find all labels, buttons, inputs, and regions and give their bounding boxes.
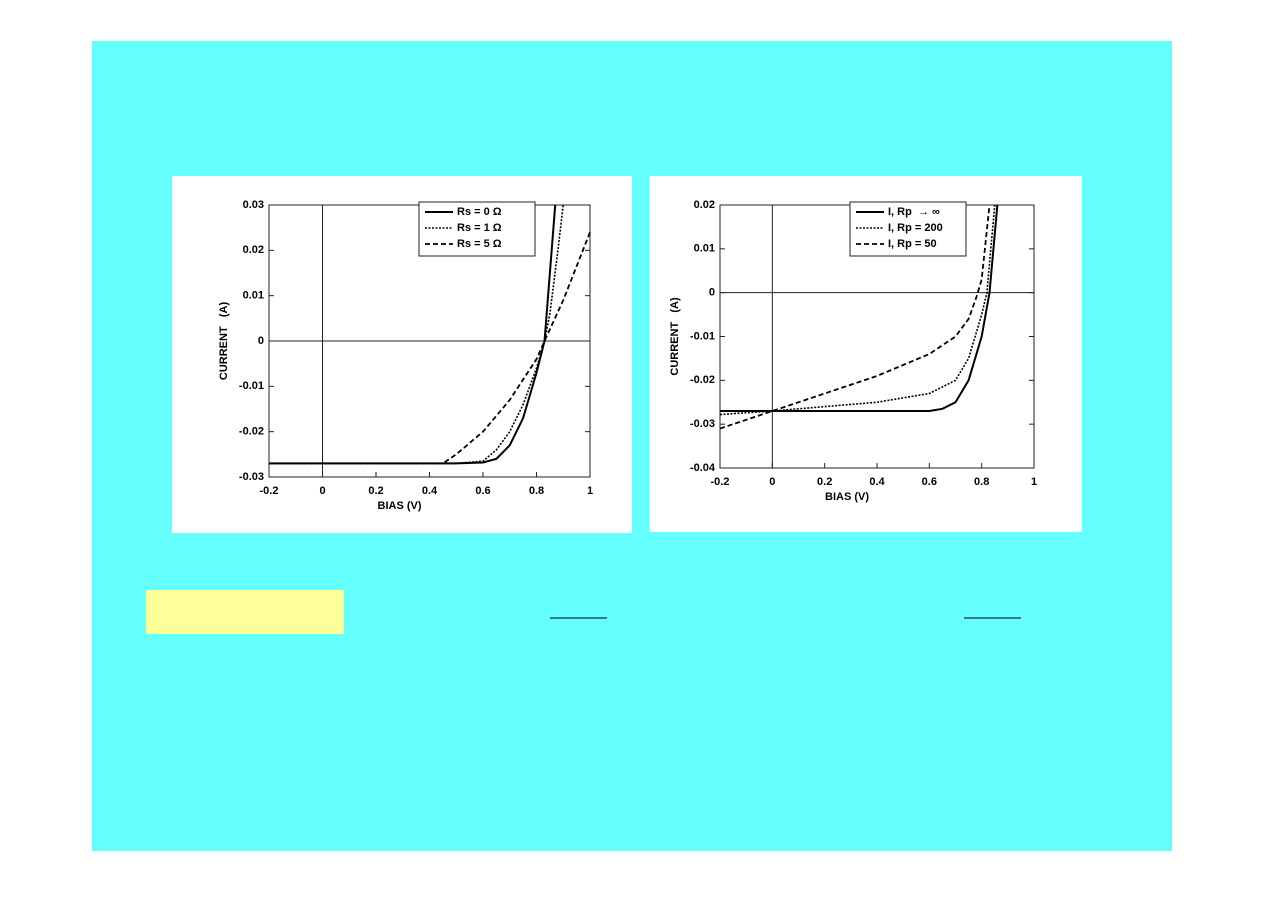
legend-label: Rs = 1 Ω: [457, 222, 502, 234]
highlight-box: [146, 590, 344, 634]
x-tick-label: 0.8: [529, 485, 544, 497]
x-tick-label: 0.2: [368, 485, 383, 497]
x-tick-label: 0.8: [974, 476, 989, 488]
y-tick-label: 0.02: [694, 199, 715, 211]
y-tick-label: -0.01: [239, 380, 264, 392]
x-tick-label: 0.6: [922, 476, 937, 488]
legend-label: I, Rp → ∞: [888, 206, 940, 218]
y-tick-label: -0.02: [690, 374, 715, 386]
y-tick-label: 0: [709, 287, 715, 299]
x-tick-label: -0.2: [711, 476, 730, 488]
x-tick-label: 1: [1031, 476, 1037, 488]
y-tick-label: 0.01: [694, 243, 715, 255]
data-line: [720, 204, 999, 413]
y-tick-label: -0.03: [239, 471, 264, 483]
y-axis-label: CURRENT (A): [218, 302, 230, 381]
x-tick-label: 0: [319, 485, 325, 497]
y-tick-label: 0.01: [243, 290, 264, 302]
x-tick-label: 0.6: [475, 485, 490, 497]
data-line: [719, 204, 991, 430]
y-tick-label: 0.02: [243, 244, 264, 256]
legend-label: Rs = 0 Ω: [457, 206, 502, 218]
y-axis-label: CURRENT (A): [669, 297, 681, 376]
x-tick-label: 1: [587, 485, 593, 497]
y-tick-label: 0: [258, 335, 264, 347]
data-line: [269, 231, 591, 465]
chart-panel: [172, 176, 632, 533]
x-tick-label: 0: [769, 476, 775, 488]
y-tick-label: -0.02: [239, 426, 264, 438]
x-tick-label: -0.2: [260, 485, 279, 497]
x-axis-label: BIAS (V): [378, 500, 422, 512]
x-tick-label: 0.2: [817, 476, 832, 488]
legend-label: I, Rp = 200: [888, 222, 943, 234]
legend-label: I, Rp = 50: [888, 238, 937, 250]
y-tick-label: 0.03: [243, 199, 264, 211]
y-tick-label: -0.04: [690, 462, 716, 474]
x-tick-label: 0.4: [422, 485, 438, 497]
x-axis-label: BIAS (V): [825, 491, 869, 503]
x-tick-label: 0.4: [869, 476, 885, 488]
data-line: [719, 204, 996, 416]
legend-label: Rs = 5 Ω: [457, 238, 502, 250]
y-tick-label: -0.03: [690, 418, 715, 430]
y-tick-label: -0.01: [690, 330, 715, 342]
